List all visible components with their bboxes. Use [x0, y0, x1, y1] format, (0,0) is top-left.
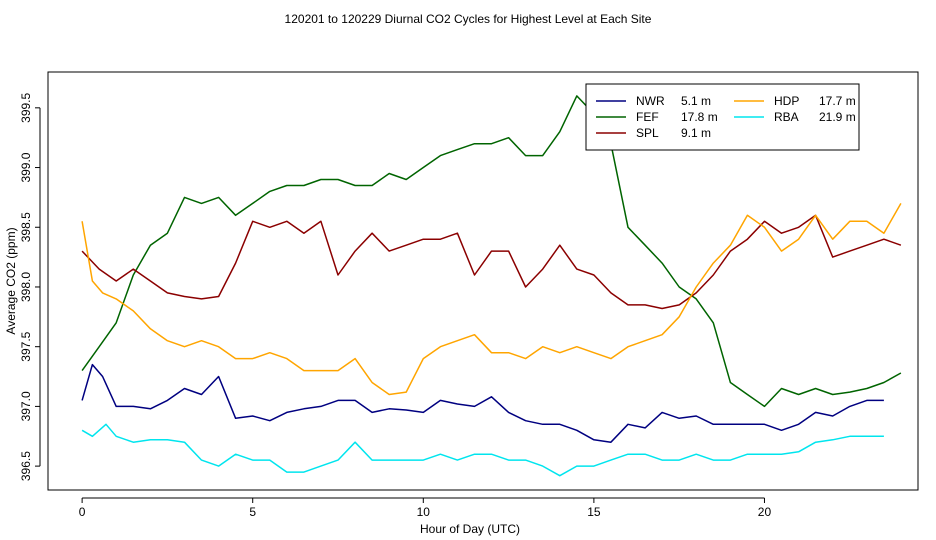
legend-items: NWR 5.1 m FEF 17.8 m SPL 9.1 m HDP 17.7 m RBA 21.… — [596, 94, 856, 140]
x-tick-label: 10 — [417, 505, 431, 519]
y-tick-label: 398.5 — [19, 212, 33, 242]
legend-entry-spl: SPL 9.1 m — [596, 126, 711, 140]
x-tick-label: 0 — [79, 505, 86, 519]
y-tick-label: 397.0 — [19, 391, 33, 421]
series-line-fef — [81, 95, 902, 408]
y-tick-label: 399.0 — [19, 152, 33, 182]
y-tick-label: 396.5 — [19, 451, 33, 481]
x-axis: 0 5 10 15 20 — [79, 497, 772, 519]
chart-title: 120201 to 120229 Diurnal CO2 Cycles for … — [285, 12, 652, 26]
legend-series-name: HDP — [774, 94, 799, 108]
legend-series-height: 17.7 m — [819, 94, 856, 108]
y-axis-label: Average CO2 (ppm) — [4, 227, 18, 334]
series-line-rba — [81, 423, 884, 477]
legend-series-name: SPL — [636, 126, 659, 140]
legend: NWR 5.1 m FEF 17.8 m SPL 9.1 m HDP 17.7 m RBA 21.… — [585, 83, 860, 151]
x-tick-label: 15 — [587, 505, 601, 519]
legend-series-height: 9.1 m — [681, 126, 711, 140]
legend-series-height: 17.8 m — [681, 110, 718, 124]
x-tick-label: 5 — [249, 505, 256, 519]
legend-series-name: RBA — [774, 110, 799, 124]
legend-entry-rba: RBA 21.9 m — [734, 110, 856, 124]
legend-series-name: FEF — [636, 110, 659, 124]
legend-box — [585, 83, 860, 151]
y-tick-label: 399.5 — [19, 92, 33, 122]
legend-series-height: 5.1 m — [681, 94, 711, 108]
legend-series-name: NWR — [636, 94, 665, 108]
series-line-spl — [81, 214, 902, 310]
legend-entry-fef: FEF 17.8 m — [596, 110, 718, 124]
series-layer — [81, 95, 902, 477]
y-tick-label: 397.5 — [19, 331, 33, 361]
series-line-hdp — [81, 203, 902, 396]
y-tick-label: 398.0 — [19, 272, 33, 302]
y-axis: 396.5 397.0 397.5 398.0 398.5 399.0 399.5 — [19, 92, 41, 481]
legend-entry-nwr: NWR 5.1 m — [596, 94, 711, 108]
series-line-nwr — [81, 363, 884, 443]
x-tick-label: 20 — [758, 505, 772, 519]
legend-entry-hdp: HDP 17.7 m — [734, 94, 856, 108]
plot-frame — [47, 71, 919, 491]
legend-series-height: 21.9 m — [819, 110, 856, 124]
x-axis-label: Hour of Day (UTC) — [420, 522, 520, 536]
